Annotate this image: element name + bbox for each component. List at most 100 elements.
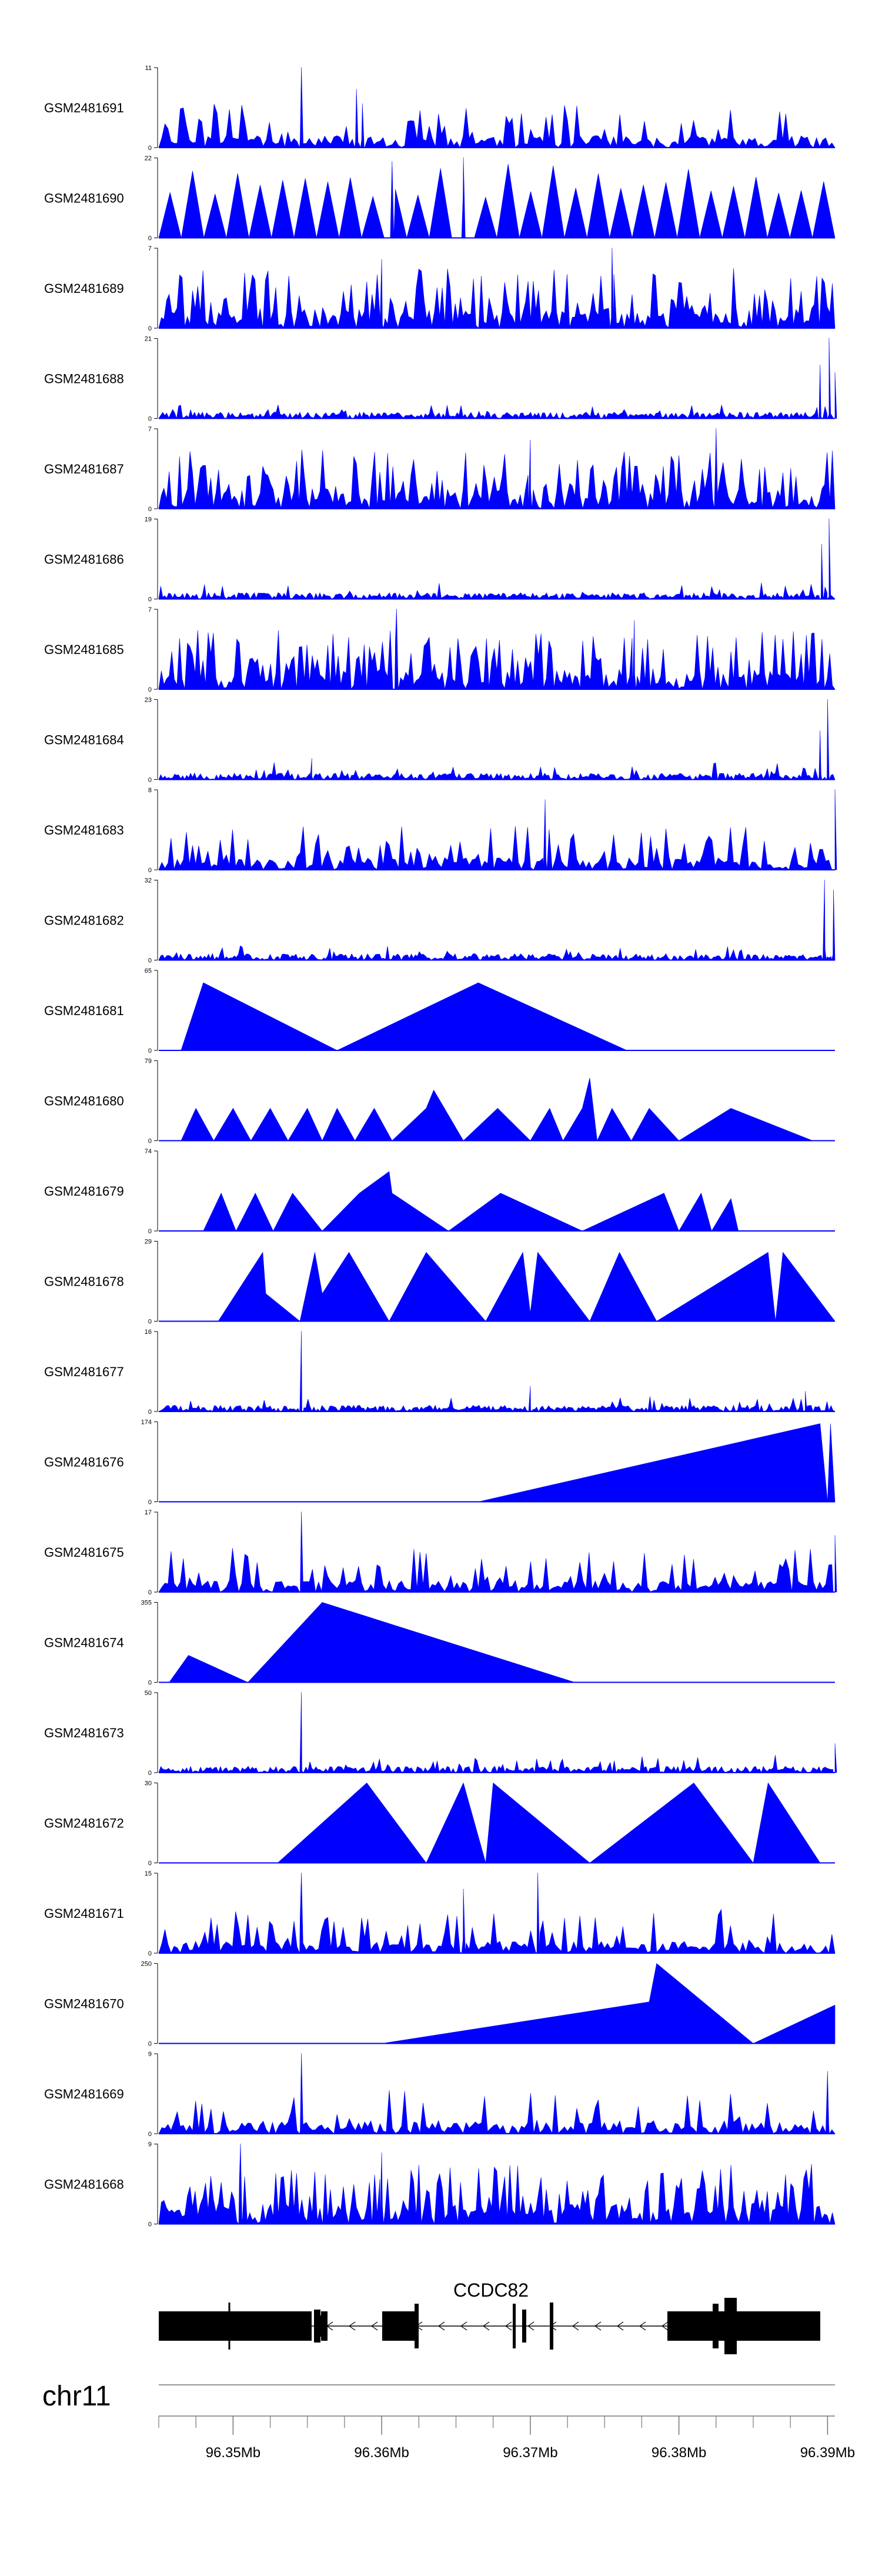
y-axis-max-label: 7 bbox=[148, 245, 152, 252]
axis-tick-label: 96.36Mb bbox=[354, 2445, 409, 2461]
coverage-area bbox=[158, 1331, 836, 1413]
track-label: GSM2481687 bbox=[44, 462, 124, 476]
coverage-area bbox=[158, 2053, 836, 2134]
strand-arrow bbox=[594, 2321, 602, 2331]
coverage-peak bbox=[828, 338, 830, 339]
coverage-peak bbox=[827, 2071, 828, 2072]
strand-arrow bbox=[661, 2321, 669, 2331]
y-axis-min-label: 0 bbox=[148, 1047, 152, 1055]
track-label: GSM2481676 bbox=[44, 1455, 124, 1470]
track-gsm2481686: GSM2481686 19 0 bbox=[44, 516, 836, 603]
track-label: GSM2481675 bbox=[44, 1545, 124, 1560]
track-label: GSM2481689 bbox=[44, 281, 124, 296]
track-label: GSM2481668 bbox=[44, 2177, 124, 2192]
y-axis-min-label: 0 bbox=[148, 506, 152, 513]
gene-exon bbox=[522, 2310, 526, 2343]
y-axis-max-label: 250 bbox=[141, 1961, 152, 1968]
y-axis-min-label: 0 bbox=[148, 686, 152, 693]
coverage-area bbox=[181, 1077, 813, 1142]
y-axis-min-label: 0 bbox=[148, 325, 152, 332]
coverage-area bbox=[158, 1873, 836, 1954]
gene-exon bbox=[713, 2304, 719, 2348]
gene-exon bbox=[513, 2304, 516, 2348]
y-axis-max-label: 174 bbox=[141, 1419, 152, 1426]
gene-exon bbox=[314, 2310, 320, 2343]
coverage-area bbox=[478, 1423, 836, 1502]
coverage-area bbox=[277, 1782, 821, 1864]
gene-exon bbox=[415, 2304, 419, 2348]
y-axis-max-label: 355 bbox=[141, 1600, 152, 1607]
y-axis-max-label: 16 bbox=[145, 1329, 152, 1336]
y-axis-min-label: 0 bbox=[148, 145, 152, 152]
track-gsm2481671: GSM2481671 15 0 bbox=[44, 1870, 836, 1957]
y-axis-min-label: 0 bbox=[148, 2131, 152, 2138]
coverage-peak bbox=[301, 1873, 302, 1874]
track-label: GSM2481684 bbox=[44, 733, 124, 748]
track-gsm2481672: GSM2481672 30 0 bbox=[44, 1780, 835, 1867]
coverage-peak bbox=[396, 609, 397, 610]
track-gsm2481689: GSM2481689 7 0 bbox=[44, 245, 836, 332]
strand-arrow bbox=[527, 2321, 534, 2331]
track-gsm2481677: GSM2481677 16 0 bbox=[44, 1329, 836, 1416]
y-axis-min-label: 0 bbox=[148, 416, 152, 423]
strand-arrow bbox=[572, 2321, 579, 2331]
y-axis-max-label: 7 bbox=[148, 606, 152, 613]
y-axis-min-label: 0 bbox=[148, 957, 152, 965]
gene-exon bbox=[550, 2303, 553, 2350]
coverage-area bbox=[158, 1692, 837, 1773]
coverage-area bbox=[158, 428, 836, 509]
y-axis-min-label: 0 bbox=[148, 596, 152, 603]
y-axis-max-label: 21 bbox=[145, 336, 152, 343]
coverage-area bbox=[218, 1252, 836, 1322]
strand-arrow bbox=[370, 2321, 378, 2331]
y-axis-max-label: 32 bbox=[145, 877, 152, 885]
track-gsm2481682: GSM2481682 32 0 bbox=[44, 877, 836, 965]
track-label: GSM2481673 bbox=[44, 1726, 124, 1740]
y-axis-min-label: 0 bbox=[148, 777, 152, 784]
gene-exon bbox=[159, 2311, 312, 2341]
coverage-area bbox=[158, 67, 836, 149]
track-label: GSM2481690 bbox=[44, 191, 124, 206]
y-axis-min-label: 0 bbox=[148, 2041, 152, 2048]
strand-arrow bbox=[482, 2321, 490, 2331]
gene-exon bbox=[321, 2311, 328, 2341]
track-label: GSM2481681 bbox=[44, 1003, 124, 1018]
y-axis-min-label: 0 bbox=[148, 1499, 152, 1506]
y-axis-min-label: 0 bbox=[148, 1589, 152, 1596]
y-axis-max-label: 19 bbox=[145, 516, 152, 523]
coverage-area bbox=[158, 880, 836, 961]
track-label: GSM2481669 bbox=[44, 2087, 124, 2101]
track-label: GSM2481670 bbox=[44, 1997, 124, 2011]
coverage-peak bbox=[356, 89, 357, 90]
track-gsm2481668: GSM2481668 9 0 bbox=[44, 2141, 836, 2228]
y-axis-max-label: 15 bbox=[145, 1870, 152, 1877]
coverage-peak bbox=[301, 1511, 302, 1513]
track-gsm2481679: GSM2481679 74 0 bbox=[44, 1148, 835, 1235]
track-gsm2481681: GSM2481681 65 0 bbox=[44, 967, 835, 1055]
track-label: GSM2481683 bbox=[44, 823, 124, 837]
coverage-area bbox=[158, 158, 836, 238]
axis-tick-label: 96.39Mb bbox=[800, 2445, 855, 2461]
track-label: GSM2481682 bbox=[44, 913, 124, 928]
coverage-peak bbox=[834, 372, 836, 373]
y-axis-max-label: 9 bbox=[148, 2051, 152, 2058]
coverage-area bbox=[158, 1511, 837, 1593]
track-gsm2481680: GSM2481680 79 0 bbox=[44, 1058, 835, 1145]
track-label: GSM2481672 bbox=[44, 1816, 124, 1831]
track-gsm2481690: GSM2481690 22 0 bbox=[44, 155, 836, 242]
track-gsm2481691: GSM2481691 11 0 bbox=[44, 65, 836, 152]
y-axis-min-label: 0 bbox=[148, 1319, 152, 1326]
y-axis-max-label: 7 bbox=[148, 426, 152, 433]
strand-arrow bbox=[639, 2321, 646, 2331]
coverage-area bbox=[158, 699, 836, 780]
coverage-area bbox=[158, 248, 836, 329]
strand-arrow bbox=[348, 2321, 356, 2331]
track-label: GSM2481679 bbox=[44, 1184, 124, 1199]
y-axis-max-label: 30 bbox=[145, 1780, 152, 1787]
gene-exon bbox=[667, 2311, 820, 2341]
track-label: GSM2481671 bbox=[44, 1906, 124, 1921]
track-gsm2481685: GSM2481685 7 0 bbox=[44, 606, 836, 693]
coverage-area bbox=[158, 2144, 836, 2225]
axis-tick-label: 96.38Mb bbox=[652, 2445, 706, 2461]
